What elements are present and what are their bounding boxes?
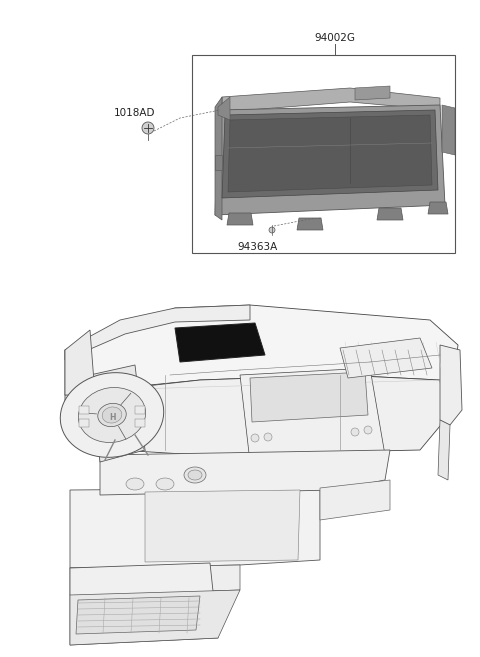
- Polygon shape: [340, 338, 432, 378]
- Polygon shape: [65, 375, 445, 455]
- Ellipse shape: [102, 407, 122, 423]
- Polygon shape: [222, 88, 440, 112]
- Ellipse shape: [80, 396, 90, 404]
- Polygon shape: [240, 368, 385, 462]
- Polygon shape: [442, 105, 455, 155]
- Polygon shape: [355, 86, 390, 100]
- Text: 94002G: 94002G: [314, 33, 356, 43]
- Text: 1018AD: 1018AD: [113, 108, 155, 118]
- Polygon shape: [215, 105, 445, 215]
- Ellipse shape: [134, 396, 144, 404]
- Circle shape: [364, 426, 372, 434]
- Circle shape: [142, 122, 154, 134]
- Bar: [135, 406, 145, 414]
- Circle shape: [251, 434, 259, 442]
- Polygon shape: [438, 420, 450, 480]
- Text: H: H: [109, 413, 115, 422]
- Bar: [192, 55, 455, 253]
- Polygon shape: [100, 450, 390, 495]
- Polygon shape: [297, 218, 323, 230]
- Circle shape: [351, 428, 359, 436]
- Circle shape: [269, 227, 275, 233]
- Polygon shape: [250, 372, 368, 422]
- Bar: [79, 406, 89, 414]
- Polygon shape: [65, 305, 250, 360]
- Polygon shape: [65, 330, 95, 395]
- Polygon shape: [70, 590, 240, 645]
- Polygon shape: [70, 488, 320, 568]
- Polygon shape: [90, 365, 145, 462]
- Bar: [79, 419, 89, 427]
- Polygon shape: [428, 202, 448, 214]
- Ellipse shape: [184, 467, 206, 483]
- Polygon shape: [222, 110, 438, 198]
- Ellipse shape: [126, 478, 144, 490]
- Ellipse shape: [78, 388, 145, 443]
- Polygon shape: [228, 115, 432, 192]
- Ellipse shape: [60, 373, 164, 457]
- Ellipse shape: [98, 403, 126, 426]
- Polygon shape: [70, 565, 240, 595]
- Polygon shape: [76, 596, 200, 634]
- Polygon shape: [377, 208, 403, 220]
- Text: 94363A: 94363A: [238, 242, 278, 252]
- Polygon shape: [145, 490, 300, 562]
- Polygon shape: [320, 480, 390, 520]
- Polygon shape: [215, 97, 222, 220]
- Circle shape: [264, 433, 272, 441]
- Bar: [135, 419, 145, 427]
- Polygon shape: [65, 305, 458, 395]
- Polygon shape: [227, 213, 253, 225]
- Polygon shape: [175, 323, 265, 362]
- Ellipse shape: [188, 470, 202, 480]
- Polygon shape: [70, 563, 218, 645]
- Polygon shape: [218, 97, 230, 120]
- Polygon shape: [440, 345, 462, 425]
- Polygon shape: [215, 155, 222, 170]
- Ellipse shape: [156, 478, 174, 490]
